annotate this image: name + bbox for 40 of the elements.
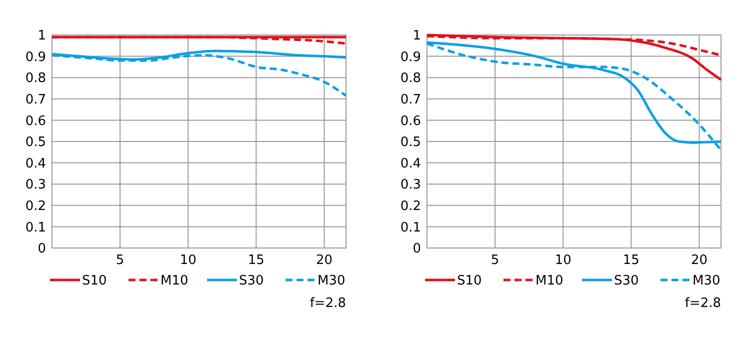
y-tick-label: 0.4 <box>400 156 421 172</box>
y-tick-label: 0.6 <box>25 114 46 129</box>
y-tick-label: 0 <box>38 242 46 257</box>
y-tick-label: 0.2 <box>400 198 421 214</box>
y-tick-label: 0.9 <box>25 50 46 65</box>
y-tick-label: 0 <box>412 242 421 257</box>
x-tick-label: 20 <box>316 253 332 268</box>
y-tick-label: 0.8 <box>25 71 46 86</box>
y-tick-label: 0.1 <box>400 220 421 236</box>
text: f=2.8 <box>684 296 721 311</box>
x-tick-label: 15 <box>248 253 264 268</box>
legend-label: M30 <box>692 274 720 289</box>
y-tick-label: 0.7 <box>400 92 421 108</box>
y-tick-label: 0.6 <box>400 114 421 129</box>
x-tick-label: 5 <box>490 253 500 268</box>
y-tick-label: 0.2 <box>25 198 46 214</box>
y-tick-label: 0.3 <box>25 178 46 193</box>
y-tick-label: 0.7 <box>25 92 46 108</box>
legend-label: S10 <box>457 274 482 289</box>
legend-label: M30 <box>318 274 346 289</box>
legend-label: S30 <box>239 274 264 289</box>
y-tick-label: 0.5 <box>25 135 46 150</box>
y-tick-label: 0.1 <box>25 220 46 236</box>
x-tick-label: 10 <box>554 253 572 268</box>
legend-label: M10 <box>160 274 188 289</box>
y-tick-label: 0.4 <box>25 156 46 172</box>
y-tick-label: 1 <box>38 28 46 44</box>
y-tick-label: 0.5 <box>400 135 421 150</box>
y-tick-label: 1 <box>412 28 421 44</box>
y-tick-label: 0.9 <box>400 50 421 65</box>
y-tick-label: 0.8 <box>400 71 421 86</box>
x-tick-label: 15 <box>622 253 640 268</box>
legend-label: S10 <box>82 274 107 289</box>
legend-label: M10 <box>536 274 564 289</box>
x-tick-label: 5 <box>116 253 124 268</box>
y-tick-label: 0.3 <box>400 178 421 193</box>
legend-label: S30 <box>614 274 639 289</box>
x-tick-label: 10 <box>180 253 196 268</box>
text: f=2.8 <box>310 296 346 311</box>
x-tick-label: 20 <box>690 253 708 268</box>
